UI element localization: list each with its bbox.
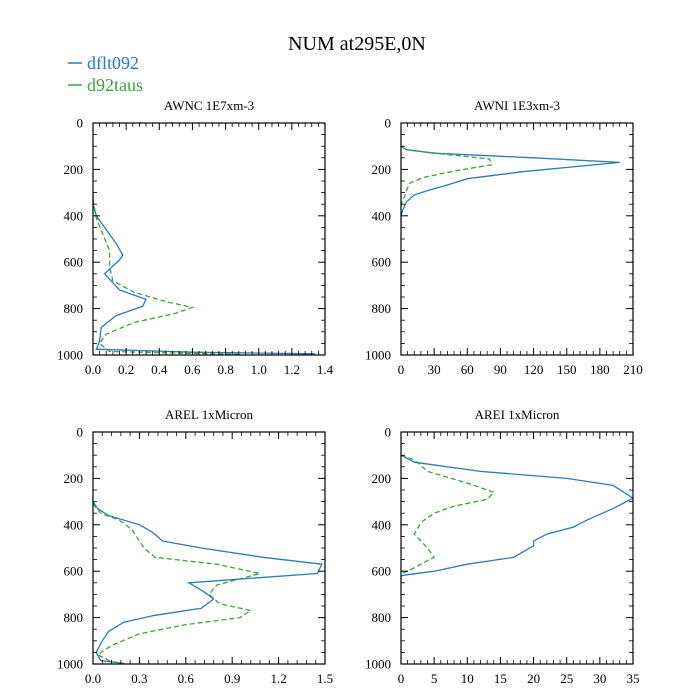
x-tick-label: 210 [623, 362, 643, 377]
series-line-dflt092 [401, 145, 620, 228]
x-tick-label: 1.4 [317, 362, 334, 377]
x-tick-label: 120 [524, 362, 544, 377]
y-tick-label: 600 [372, 564, 392, 579]
x-tick-label: 20 [527, 671, 540, 686]
x-tick-label: 0.8 [217, 362, 233, 377]
figure-title: NUM at295E,0N [288, 33, 426, 55]
panel-title: AWNI 1E3xm-3 [474, 98, 560, 113]
series-line-d92taus [93, 503, 261, 664]
panel-2: AWNI 1E3xm-3 0 30 60 90 120 150 180 210 0 200 400 60… [365, 98, 643, 377]
plot-frame [400, 431, 634, 665]
y-tick-label: 800 [372, 610, 392, 625]
y-tick-label: 400 [372, 517, 392, 532]
series-line-dflt092 [93, 501, 323, 664]
x-tick-label: 0.3 [131, 671, 147, 686]
plot-frame [400, 122, 634, 356]
y-tick-label: 0 [77, 425, 84, 440]
plot-frame [92, 122, 326, 356]
x-tick-label: 1.0 [251, 362, 267, 377]
panels: AWNC 1E7xm-30.0 0.2 0.4 0.6 0.8 1.0 1.2 1.40200… [57, 98, 643, 686]
x-tick-label: 30 [593, 671, 606, 686]
x-tick-label: 180 [590, 362, 610, 377]
y-tick-label: 400 [372, 208, 392, 223]
y-tick-label: 200 [64, 471, 84, 486]
y-tick-label: 600 [64, 564, 84, 579]
x-tick-label: 25 [560, 671, 573, 686]
panel-title: AREL 1xMicron [165, 407, 253, 422]
y-tick-label: 1000 [57, 348, 83, 363]
x-tick-label: 30 [428, 362, 441, 377]
x-tick-label: 1.5 [317, 671, 333, 686]
panel-4: AREI 1xMicron 0 5 10 15 20 25 30 35 0 200 400 600 800… [365, 407, 640, 686]
y-tick-label: 400 [64, 517, 84, 532]
y-tick-label: 400 [64, 208, 84, 223]
panel-1: AWNC 1E7xm-3 0.0 0.2 0.4 0.6 0.8 1.0 1.2 1.4 0 200… [57, 98, 334, 377]
legend-label-d92taus: d92taus [87, 75, 143, 95]
y-tick-label: 800 [64, 610, 84, 625]
x-tick-label: 15 [494, 671, 507, 686]
x-tick-label: 0.4 [151, 362, 168, 377]
panel-3: AREL 1xMicron 0.0 0.3 0.6 0.9 1.2 1.5 0 200 400 60… [57, 407, 333, 686]
y-tick-label: 0 [385, 116, 392, 131]
x-tick-label: 0.6 [184, 362, 201, 377]
y-tick-label: 600 [372, 255, 392, 270]
y-tick-label: 1000 [365, 348, 391, 363]
x-tick-label: 60 [461, 362, 474, 377]
x-tick-label: 35 [627, 671, 640, 686]
series-line-d92taus [401, 454, 495, 581]
series-line-d92taus [93, 199, 243, 355]
y-tick-label: 800 [64, 301, 84, 316]
x-tick-label: 0.0 [85, 671, 101, 686]
panel-title: AREI 1xMicron [475, 407, 560, 422]
x-tick-label: 5 [431, 671, 438, 686]
y-tick-label: 200 [372, 471, 392, 486]
plot-frame [92, 431, 326, 665]
y-tick-label: 800 [372, 301, 392, 316]
x-tick-label: 0.2 [118, 362, 134, 377]
y-tick-label: 200 [64, 162, 84, 177]
x-tick-label: 0.0 [85, 362, 101, 377]
y-tick-label: 1000 [365, 657, 391, 672]
x-tick-label: 0 [398, 362, 405, 377]
x-tick-label: 0 [398, 671, 405, 686]
legend-label-dflt092: dflt092 [87, 53, 139, 73]
y-tick-label: 200 [372, 162, 392, 177]
x-tick-label: 150 [557, 362, 577, 377]
x-tick-label: 90 [494, 362, 507, 377]
y-tick-label: 0 [77, 116, 84, 131]
x-tick-label: 0.6 [178, 671, 195, 686]
y-tick-label: 1000 [57, 657, 83, 672]
x-tick-label: 10 [461, 671, 474, 686]
panel-title: AWNC 1E7xm-3 [164, 98, 254, 113]
x-tick-label: 0.9 [224, 671, 240, 686]
series-line-dflt092 [93, 192, 316, 355]
series-line-d92taus [401, 145, 493, 207]
legend: dflt092 d92taus [68, 53, 143, 95]
x-tick-label: 1.2 [284, 362, 300, 377]
x-tick-label: 1.2 [270, 671, 286, 686]
y-tick-label: 0 [385, 425, 392, 440]
y-tick-label: 600 [64, 255, 84, 270]
series-line-dflt092 [401, 454, 633, 581]
